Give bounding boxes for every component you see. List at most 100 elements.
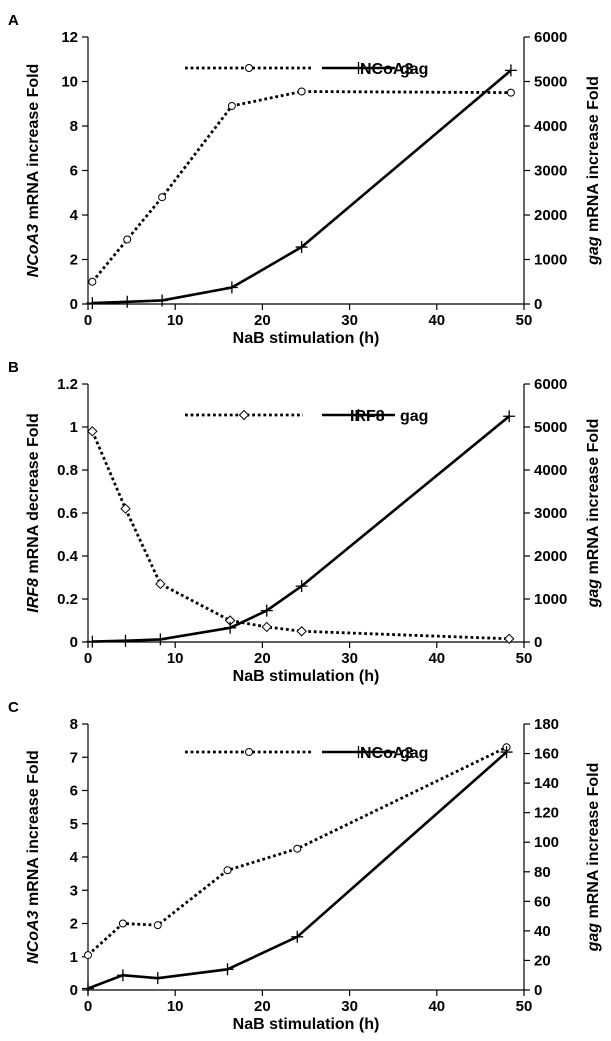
panel-b-x-tick-label: 50 [516, 650, 533, 667]
panel-a-y-left-label-rest: mRNA increase Fold [25, 64, 42, 224]
panel-a-right-tick-label: 0 [534, 296, 542, 313]
panel-c-right-tick-label: 40 [534, 923, 551, 940]
panel-a-series-gag-point [225, 281, 238, 294]
panel-a-left-tick-label: 10 [61, 74, 78, 91]
panel-c-right-tick-label: 100 [534, 834, 559, 851]
panel-c-series-gag-point [82, 982, 94, 995]
panel-a-left-tick-label: 6 [70, 163, 78, 180]
panel-a-x-label: NaB stimulation (h) [233, 330, 380, 347]
panel-a-series-gag-point [156, 294, 169, 307]
panel-b-series-gag-legend-label: gag [400, 408, 428, 425]
panel-b-series-irf8-point [87, 426, 98, 437]
panel-c-series-gag-legend-label: gag [400, 745, 428, 762]
panel-c-left-tick-label: 7 [70, 749, 78, 766]
panel-a-y-right-label: gag mRNA increase Fold [585, 76, 602, 266]
panel-c-x-tick-label: 30 [341, 998, 358, 1015]
panel-b-series-irf8-point [261, 621, 272, 633]
panel-b-series-gag-point [503, 410, 516, 423]
panel-a-x-tick-label: 20 [254, 312, 271, 329]
panel-a-series-ncoa3-point [88, 277, 97, 286]
panel-b-series-gag-point [86, 635, 99, 648]
panel-a-right-tick-label: 1000 [534, 252, 567, 269]
panel-b-x-tick-label: 0 [84, 650, 92, 667]
panel-c-series-gag-point [291, 930, 304, 943]
panel-a-right-tick-label: 4000 [534, 118, 567, 135]
panel-b-right-tick-label: 5000 [534, 419, 567, 436]
panel-b-series-gag-point [260, 604, 273, 617]
panel-b-right-tick-label: 0 [534, 634, 542, 651]
panel-b-series-gag-point [295, 580, 308, 593]
panel-a-x-tick-label: 10 [167, 312, 184, 329]
panel-a-series-gag-legend-marker [352, 62, 365, 74]
panel-a-series-gag-point [86, 297, 99, 310]
panel-b-right-tick-label: 6000 [534, 376, 567, 393]
panel-a-right-tick-label: 2000 [534, 207, 567, 224]
panel-a-x-tick-label: 30 [341, 312, 358, 329]
panel-b-left-tick-label: 0.6 [57, 505, 78, 522]
panel-b-x-tick-label: 40 [428, 650, 445, 667]
panel-c-x-tick-label: 0 [84, 998, 92, 1015]
panel-c-right-tick-label: 120 [534, 805, 559, 822]
panel-c-x-label: NaB stimulation (h) [233, 1016, 380, 1033]
panel-a-series-ncoa3-line [91, 90, 511, 283]
panel-b-series-gag-line [92, 415, 510, 643]
panel-b-x-tick-label: 20 [254, 650, 271, 667]
panel-a-series-ncoa3-legend-marker [245, 64, 253, 72]
panel-a-y-left-label-italic: NCoA3 [25, 224, 42, 277]
panel-c-series-gag-point [116, 969, 129, 982]
panel-c-left-tick-label: 2 [70, 916, 78, 933]
panel-b-left-tick-label: 1.2 [57, 376, 78, 393]
panel-c-series-gag-legend-marker [352, 746, 365, 758]
panel-a-series-ncoa3-point [123, 235, 132, 244]
panel-c-series-ncoa3-point [118, 919, 127, 928]
panel-b-series-irf8-legend-label: IRF8 [350, 408, 385, 425]
panel-c-x-tick-label: 20 [254, 998, 271, 1015]
panel-c-right-tick-label: 180 [534, 716, 559, 733]
panel-b-right-tick-label: 1000 [534, 591, 567, 608]
panel-a-series-gag-point [295, 241, 308, 254]
panel-a-series-ncoa3-point [297, 87, 306, 96]
panel-a-y-right-label-rest: mRNA increase Fold [585, 76, 602, 236]
panel-b-series-gag-point [154, 633, 167, 646]
panel-c-series-ncoa3-line [87, 746, 508, 957]
panel-c-y-left-label-rest: mRNA increase Fold [25, 750, 42, 910]
panel-c-right-tick-label: 160 [534, 746, 559, 763]
panel-b-x-label: NaB stimulation (h) [233, 668, 380, 685]
panel-c-left-tick-label: 4 [70, 849, 79, 866]
panel-b-y-right-label-italic: gag [585, 579, 602, 609]
panel-c-series-ncoa3-point [223, 866, 232, 875]
panel-a-series-gag-point [504, 64, 517, 77]
panel-a-x-tick-label: 40 [428, 312, 445, 329]
panel-b-series-irf8-point [503, 633, 515, 644]
panel-c-series-gag-point [221, 963, 234, 976]
panel-c-series-gag-point [151, 972, 164, 985]
panel-c-series-ncoa3-point [153, 921, 162, 930]
panel-b-series-irf8-point [296, 626, 307, 637]
panel-a-left-tick-label: 2 [70, 252, 78, 269]
panel-a-y-left-label: NCoA3 mRNA increase Fold [25, 64, 42, 278]
panel-c-letter: C [8, 699, 19, 716]
panel-b-y-right-label-rest: mRNA increase Fold [585, 419, 602, 579]
panel-b-x-tick-label: 30 [341, 650, 358, 667]
panel-c-right-tick-label: 0 [534, 982, 542, 999]
panel-b-series-irf8-line [91, 430, 510, 641]
panel-c-y-right-label: gag mRNA increase Fold [585, 763, 602, 953]
panel-c-right-tick-label: 20 [534, 952, 551, 969]
panel-c-right-tick-label: 60 [534, 893, 551, 910]
panel-c-series-ncoa3-point [293, 844, 302, 853]
panel-b-y-left-label: IRF8 mRNA decrease Fold [25, 413, 42, 612]
panel-a-right-tick-label: 6000 [534, 29, 567, 46]
panel-c-series-ncoa3-legend-marker [245, 748, 253, 756]
panel-c-y-right-label-italic: gag [585, 923, 602, 953]
panel-a-series-gag-line [92, 69, 512, 305]
panel-a-series-gag-point [121, 295, 134, 308]
panel-c-left-tick-label: 0 [70, 982, 78, 999]
panel-b: B 0 0.2 0.4 0.6 0.8 1 1.2 0 1000 2000 3000 4000 5000 6… [8, 359, 602, 685]
panel-c-left-tick-label: 1 [70, 949, 78, 966]
panel-b-left-tick-label: 1 [70, 419, 78, 436]
panel-a-left-tick-label: 4 [70, 207, 79, 224]
panel-c-series-gag-point [500, 746, 513, 759]
panel-b-left-tick-label: 0.4 [57, 548, 79, 565]
